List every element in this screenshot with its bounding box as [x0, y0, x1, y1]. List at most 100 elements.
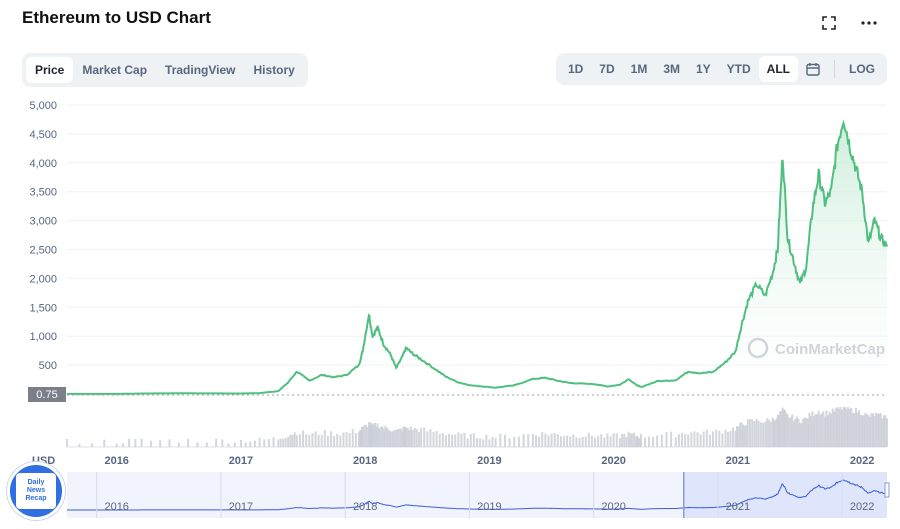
navigator-tick-label: 2020	[601, 501, 625, 513]
volume-bar	[385, 427, 388, 447]
volume-bar	[417, 432, 420, 447]
volume-bar	[277, 439, 280, 447]
badge-line-3: Recap	[25, 495, 47, 502]
volume-bar	[522, 434, 525, 447]
volume-bar	[457, 432, 460, 447]
volume-bar	[884, 415, 887, 447]
volume-bar	[808, 413, 811, 447]
volume-bar	[426, 431, 429, 447]
range-7d[interactable]: 7D	[599, 62, 615, 76]
volume-bar	[856, 412, 859, 447]
volume-bar	[345, 432, 348, 447]
volume-bar	[670, 431, 673, 447]
volume-bar	[594, 437, 597, 447]
volume-bar	[553, 433, 556, 447]
volume-bar	[635, 436, 638, 447]
volume-bar	[718, 430, 721, 447]
volume-bar	[305, 434, 308, 447]
volume-bar	[873, 415, 876, 447]
y-tick-label: 2,000	[29, 273, 57, 285]
volume-bar	[705, 429, 708, 447]
volume-bar	[441, 433, 444, 447]
x-tick-label: 2021	[726, 455, 750, 467]
volume-bar	[140, 438, 143, 447]
x-tick-label: 2022	[850, 455, 874, 467]
volume-bar	[780, 411, 783, 447]
y-tick-label: 4,000	[29, 158, 57, 170]
volume-bar	[435, 431, 438, 447]
volume-bar	[584, 436, 587, 447]
volume-bar	[317, 434, 320, 447]
range-all[interactable]: ALL	[758, 56, 798, 82]
calendar-icon[interactable]	[798, 62, 828, 76]
y-tick-label: 2,500	[29, 245, 57, 257]
volume-bar	[482, 439, 485, 447]
volume-bar	[759, 422, 762, 447]
volume-bar	[454, 434, 457, 447]
volume-bar	[597, 435, 600, 447]
volume-bar	[805, 417, 808, 447]
range-1m[interactable]: 1M	[630, 62, 648, 76]
range-3m[interactable]: 3M	[663, 62, 680, 76]
volume-bar	[771, 417, 774, 447]
range-navigator[interactable]: 2016 2017 2018 2019 2020 2021 2022	[67, 472, 890, 518]
volume-bar	[858, 410, 861, 447]
volume-bar	[361, 426, 364, 447]
volume-bar	[396, 429, 399, 447]
volume-bar	[803, 417, 806, 447]
volume-bar	[612, 433, 615, 447]
volume-bar	[767, 419, 770, 447]
tab-market-cap[interactable]: Market Cap	[82, 63, 148, 77]
volume-bar	[298, 434, 301, 447]
volume-bar	[802, 418, 805, 447]
volume-bar	[623, 433, 626, 447]
volume-bar	[566, 435, 569, 447]
volume-bar	[494, 438, 497, 447]
volume-bar	[451, 434, 454, 447]
volume-bar	[115, 443, 118, 447]
tab-history[interactable]: History	[253, 63, 295, 77]
volume-bar	[859, 414, 862, 447]
volume-bar	[233, 442, 236, 447]
volume-bar	[681, 432, 683, 447]
y-tick-label: 500	[39, 360, 57, 372]
range-ytd[interactable]: YTD	[726, 62, 751, 76]
volume-bar	[665, 431, 668, 447]
volume-bar	[272, 437, 275, 447]
volume-bar	[625, 436, 628, 447]
range-1y[interactable]: 1Y	[695, 62, 711, 76]
volume-bar	[847, 407, 850, 447]
volume-bar	[809, 416, 812, 447]
volume-bar	[578, 438, 581, 447]
volume-bar	[517, 436, 520, 447]
volume-bar	[282, 438, 285, 447]
chart-type-tabs: Price Market Cap TradingView History	[22, 53, 308, 87]
volume-bar	[813, 415, 816, 447]
volume-bar	[781, 407, 784, 447]
volume-bar	[740, 422, 743, 447]
log-toggle[interactable]: LOG	[849, 62, 875, 76]
volume-bar	[78, 443, 81, 447]
volume-bar	[636, 435, 639, 447]
volume-bar	[103, 439, 106, 447]
volume-bar	[702, 431, 705, 447]
volume-bar	[746, 419, 749, 447]
volume-bar	[850, 407, 853, 447]
x-tick-label: 2020	[601, 455, 625, 467]
daily-news-recap-badge: Daily News Recap	[7, 462, 65, 520]
tab-price[interactable]: Price	[26, 57, 74, 83]
volume-bar	[687, 434, 690, 447]
volume-bar	[786, 414, 789, 447]
more-icon[interactable]	[860, 14, 878, 32]
navigator-tick-label: 2022	[850, 501, 874, 513]
range-1d[interactable]: 1D	[567, 62, 584, 76]
volume-bar	[448, 433, 451, 447]
volume-bar	[693, 431, 696, 447]
tab-tradingview[interactable]: TradingView	[165, 63, 236, 77]
fullscreen-icon[interactable]	[820, 14, 838, 32]
volume-bar	[831, 408, 834, 447]
volume-bar	[572, 434, 575, 447]
volume-bar	[503, 434, 506, 447]
volume-bar	[466, 438, 469, 447]
